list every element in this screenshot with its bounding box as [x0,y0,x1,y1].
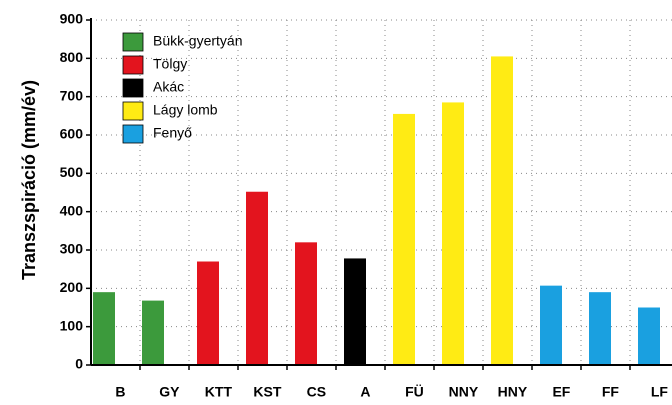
bar [638,307,660,365]
x-tick-label: EF [552,384,570,400]
y-tick-label: 0 [75,356,83,372]
legend-label: Tölgy [153,56,187,72]
legend-swatch [122,32,144,52]
bar [142,300,164,365]
legend-label: Akác [153,79,184,95]
x-tick-label: NNY [449,384,479,400]
bar [246,191,268,365]
y-axis-label: Transzspiráció (mm/év) [19,80,39,280]
x-tick-label: B [115,384,125,400]
bar [589,292,611,365]
legend-label: Lágy lomb [153,102,218,118]
bar [197,261,219,365]
y-tick-label: 300 [60,241,84,257]
bar [491,56,513,366]
y-tick-label: 100 [60,317,84,333]
x-tick-label: GY [159,384,180,400]
legend-swatch [122,124,144,144]
legend-swatch [122,78,144,98]
bar [93,292,115,365]
x-tick-label: KST [253,384,281,400]
legend-label: Bükk-gyertyán [153,33,242,49]
y-tick-label: 200 [60,279,84,295]
y-tick-label: 500 [60,164,84,180]
y-tick-label: 900 [60,11,84,27]
bar [540,285,562,365]
bar [393,113,415,366]
y-tick-label: 600 [60,126,84,142]
x-tick-label: FF [602,384,620,400]
x-tick-label: HNY [498,384,528,400]
x-tick-label: A [360,384,370,400]
legend-swatch [122,101,144,121]
x-tick-label: KTT [205,384,233,400]
y-tick-label: 700 [60,87,84,103]
x-tick-label: CS [307,384,326,400]
y-tick-label: 800 [60,49,84,65]
bar [442,102,464,366]
legend-swatch [122,55,144,75]
x-tick-label: FÜ [405,384,424,400]
y-tick-label: 400 [60,202,84,218]
bar [344,258,366,365]
legend-label: Fenyő [153,125,192,141]
bar [295,242,317,365]
x-tick-label: LF [651,384,669,400]
